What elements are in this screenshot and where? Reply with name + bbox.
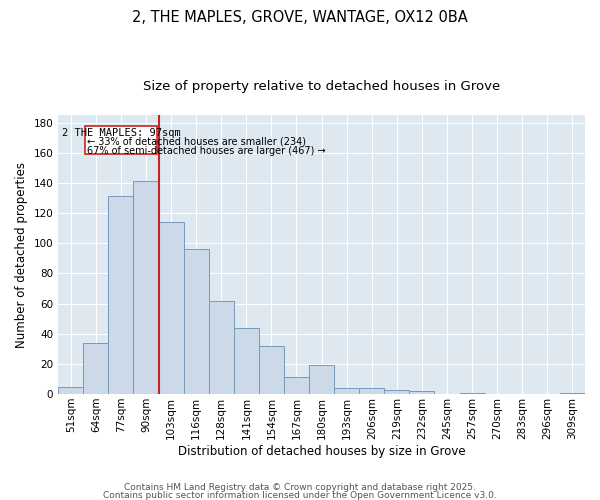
- Bar: [359, 388, 385, 394]
- Bar: [109, 196, 133, 394]
- Bar: [184, 249, 209, 394]
- Bar: [259, 346, 284, 394]
- Text: ← 33% of detached houses are smaller (234): ← 33% of detached houses are smaller (23…: [87, 136, 306, 146]
- Y-axis label: Number of detached properties: Number of detached properties: [15, 162, 28, 348]
- Bar: [234, 328, 259, 394]
- Title: Size of property relative to detached houses in Grove: Size of property relative to detached ho…: [143, 80, 500, 93]
- Bar: [158, 222, 184, 394]
- Text: 2 THE MAPLES: 97sqm: 2 THE MAPLES: 97sqm: [62, 128, 180, 138]
- Bar: [58, 386, 83, 394]
- Bar: [284, 378, 309, 394]
- Bar: [460, 392, 485, 394]
- Bar: [560, 392, 585, 394]
- Text: 2, THE MAPLES, GROVE, WANTAGE, OX12 0BA: 2, THE MAPLES, GROVE, WANTAGE, OX12 0BA: [132, 10, 468, 25]
- Bar: [83, 343, 109, 394]
- Text: 67% of semi-detached houses are larger (467) →: 67% of semi-detached houses are larger (…: [87, 146, 326, 156]
- X-axis label: Distribution of detached houses by size in Grove: Distribution of detached houses by size …: [178, 444, 466, 458]
- Text: Contains public sector information licensed under the Open Government Licence v3: Contains public sector information licen…: [103, 490, 497, 500]
- Bar: [385, 390, 409, 394]
- Bar: [334, 388, 359, 394]
- Bar: [133, 182, 158, 394]
- Bar: [409, 391, 434, 394]
- Bar: [309, 366, 334, 394]
- Text: Contains HM Land Registry data © Crown copyright and database right 2025.: Contains HM Land Registry data © Crown c…: [124, 484, 476, 492]
- Bar: [209, 300, 234, 394]
- FancyBboxPatch shape: [85, 126, 157, 154]
